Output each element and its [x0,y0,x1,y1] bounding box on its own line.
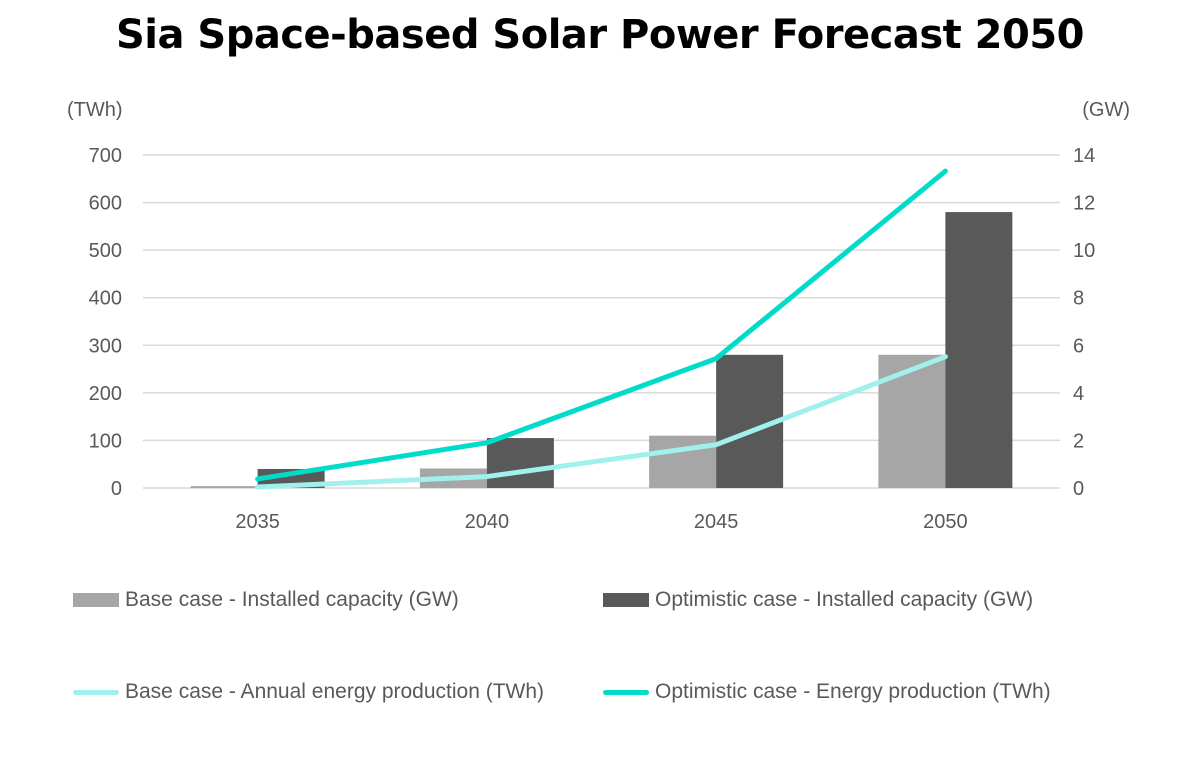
bar-0-2 [649,435,717,488]
y-left-tick-label: 500 [89,240,122,262]
y-left-tick-label: 700 [89,145,122,167]
y-left-tick-label: 300 [89,335,122,357]
y-right-tick-label: 12 [1073,193,1095,215]
bar-1-1 [486,438,554,488]
y-left-tick-label: 100 [89,430,122,452]
x-tick-label: 2045 [694,511,739,533]
x-tick-label: 2035 [235,511,280,533]
legend-item-base-energy: Base case - Annual energy production (TW… [73,680,544,704]
line-series-3 [255,168,948,482]
y-right-tick-label: 8 [1073,288,1084,310]
line-series-2 [255,354,948,490]
y-left-tick-label: 400 [89,288,122,310]
y-right-axis-label: (GW) [1082,99,1130,121]
legend-label: Optimistic case - Energy production (TWh… [655,680,1051,703]
y-left-tick-label: 200 [89,383,122,405]
legend-label: Base case - Annual energy production (TW… [125,680,545,703]
legend-item-optimistic-energy: Optimistic case - Energy production (TWh… [603,680,1051,704]
y-right-tick-label: 0 [1073,478,1084,500]
legend-swatch [603,593,649,607]
y-left-tick-label: 0 [111,478,122,500]
legend-item-base-capacity: Base case - Installed capacity (GW) [73,588,459,612]
y-right-tick-label: 14 [1073,145,1095,167]
bar-0-3 [878,354,946,488]
x-tick-label: 2040 [465,511,510,533]
y-right-tick-label: 6 [1073,335,1084,357]
bar-1-3 [945,212,1013,489]
legend-label: Optimistic case - Installed capacity (GW… [655,588,1034,611]
x-tick-label: 2050 [923,511,968,533]
legend-label: Base case - Installed capacity (GW) [125,588,459,611]
y-left-axis-label: (TWh) [67,99,123,121]
y-right-tick-label: 4 [1073,383,1084,405]
legend-item-optimistic-capacity: Optimistic case - Installed capacity (GW… [603,588,1033,612]
legend-swatch [73,689,119,695]
legend-swatch [73,593,119,607]
y-left-tick-label: 600 [89,193,122,215]
chart-title: Sia Space-based Solar Power Forecast 205… [115,12,1085,58]
bar-0-0 [190,486,258,488]
y-right-tick-label: 10 [1073,240,1095,262]
y-right-tick-label: 2 [1073,430,1084,452]
legend-swatch [603,689,649,695]
